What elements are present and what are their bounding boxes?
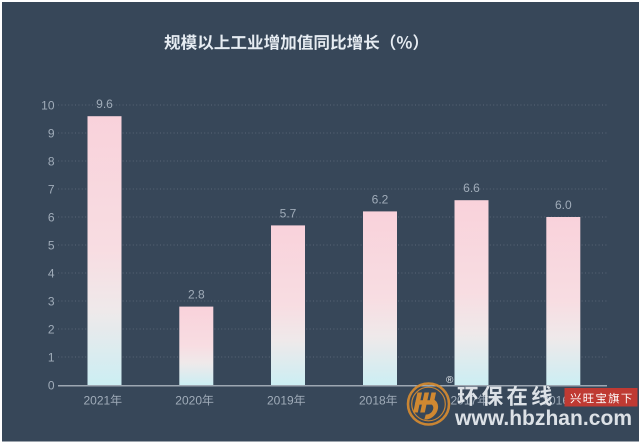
svg-text:9: 9: [48, 126, 55, 140]
svg-text:1: 1: [48, 350, 55, 364]
svg-text:2: 2: [48, 322, 55, 336]
svg-text:www.hbzhan.com: www.hbzhan.com: [454, 407, 632, 430]
svg-text:2020: 2020: [175, 394, 202, 408]
svg-text:2021: 2021: [84, 394, 111, 408]
svg-text:0: 0: [48, 378, 55, 392]
svg-text:10: 10: [41, 98, 55, 112]
svg-text:2.8: 2.8: [188, 288, 205, 302]
svg-text:2018: 2018: [359, 394, 386, 408]
svg-text:®: ®: [446, 375, 454, 386]
svg-text:6.6: 6.6: [463, 181, 480, 195]
svg-text:5: 5: [48, 238, 55, 252]
svg-text:3: 3: [48, 294, 55, 308]
svg-text:2019: 2019: [267, 394, 294, 408]
svg-text:9.6: 9.6: [96, 97, 113, 111]
svg-text:6: 6: [48, 210, 55, 224]
svg-text:7: 7: [48, 182, 55, 196]
svg-text:5.7: 5.7: [280, 206, 297, 220]
svg-text:8: 8: [48, 154, 55, 168]
svg-text:4: 4: [48, 266, 55, 280]
svg-text:6.2: 6.2: [372, 192, 389, 206]
svg-text:6.0: 6.0: [555, 198, 572, 212]
